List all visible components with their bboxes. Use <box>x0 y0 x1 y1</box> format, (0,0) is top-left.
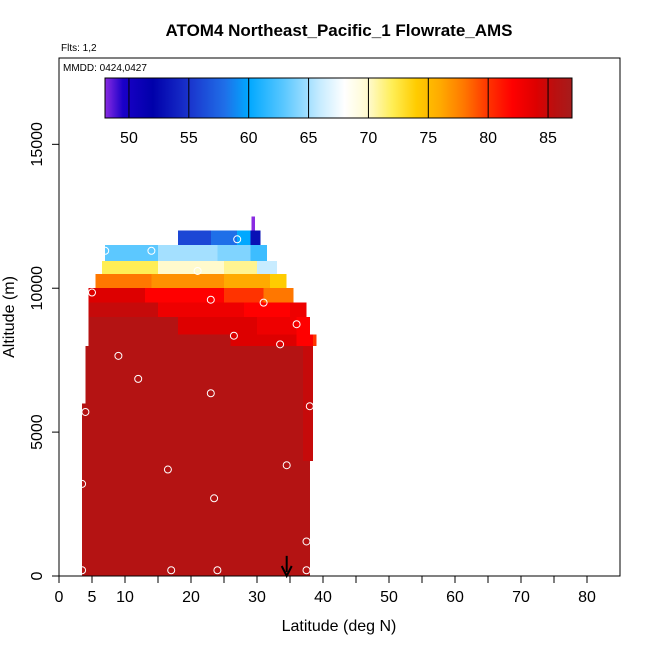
heatmap-cell <box>144 288 224 303</box>
sample-point <box>193 266 202 275</box>
heatmap-cell <box>237 230 251 246</box>
heatmap-cell <box>101 260 158 274</box>
colorbar-tick-label: 75 <box>419 130 437 147</box>
x-axis: 0 5 10 20 30 40 50 60 70 80 <box>55 576 596 606</box>
heatmap-cell <box>296 317 310 335</box>
heatmap-cell <box>313 334 317 346</box>
sample-point <box>292 320 301 329</box>
heatmap-cell <box>88 302 158 317</box>
sample-point <box>302 537 311 546</box>
x-tick-label: 5 <box>88 589 97 606</box>
sample-points <box>78 235 314 575</box>
colorbar-tick-label: 50 <box>120 130 138 147</box>
sample-point <box>305 402 314 411</box>
heatmap-cell <box>82 403 310 576</box>
sample-point <box>88 288 96 297</box>
flights-note: Flts: 1,2 <box>61 43 97 54</box>
x-tick-label: 60 <box>446 589 464 606</box>
heatmap-cell <box>210 230 238 246</box>
y-tick-label: 0 <box>29 571 46 580</box>
colorbar-tick-label: 65 <box>300 130 318 147</box>
y-axis: 0 5000 10000 15000 <box>29 122 59 580</box>
colorbar-tick-label: 60 <box>240 130 258 147</box>
sample-point <box>276 340 285 349</box>
sample-point <box>167 566 176 575</box>
heatmap-cell <box>88 317 178 335</box>
dates-note: MMDD: 0424,0427 <box>63 63 147 74</box>
heatmap-cell <box>88 334 231 346</box>
heatmap-cell <box>250 230 261 246</box>
colorbar-tick-label: 55 <box>180 130 198 147</box>
x-tick-label: 30 <box>248 589 266 606</box>
sample-point <box>213 566 222 575</box>
heatmap-cell <box>85 345 314 404</box>
heatmap-cell <box>95 273 152 289</box>
sample-point <box>282 461 291 470</box>
x-tick-label: 10 <box>116 589 134 606</box>
colorbar-tick-label: 85 <box>539 130 557 147</box>
sample-point <box>206 295 215 304</box>
heatmap-cell <box>230 334 297 346</box>
sample-point <box>81 407 90 416</box>
colorbar-tick-label: 80 <box>479 130 497 147</box>
heatmap-cell <box>257 260 277 274</box>
x-axis-title: Latitude (deg N) <box>282 618 397 635</box>
colorbar <box>105 78 572 118</box>
sample-point <box>259 298 268 307</box>
y-tick-label: 15000 <box>29 122 46 167</box>
sample-point <box>101 246 110 255</box>
sample-point <box>206 389 215 398</box>
heatmap-cell <box>177 230 211 246</box>
heatmap-cell <box>105 245 158 261</box>
sample-point <box>302 566 311 575</box>
colorbar-ticks: 50 55 60 65 70 75 80 85 <box>120 78 557 147</box>
heatmap-cell <box>224 288 264 303</box>
colorbar-tick-label: 70 <box>360 130 378 147</box>
heatmap-cell <box>88 288 145 303</box>
heatmap-cell <box>251 216 256 231</box>
heatmap-cell <box>296 334 314 346</box>
x-tick-label: 70 <box>512 589 530 606</box>
x-tick-label: 20 <box>182 589 200 606</box>
sample-point <box>163 465 172 474</box>
heatmap-cell <box>158 260 224 274</box>
sample-point <box>210 494 219 503</box>
heatmap-cell <box>270 273 287 289</box>
heatmap-cell <box>243 302 290 317</box>
heatmap-cell <box>217 245 251 261</box>
x-tick-label: 0 <box>55 589 64 606</box>
colorbar-frame <box>104 77 573 119</box>
sample-point <box>147 246 156 255</box>
y-tick-label: 10000 <box>29 266 46 311</box>
heatmap-cell <box>224 273 271 289</box>
heatmap-cell <box>290 302 307 317</box>
sample-point <box>134 374 143 383</box>
x-tick-label: 50 <box>380 589 398 606</box>
heatmap-cell <box>158 245 218 261</box>
heatmap-cell <box>257 317 297 335</box>
x-tick-label: 80 <box>578 589 596 606</box>
plot-frame <box>58 57 621 577</box>
chart-title: ATOM4 Northeast_Pacific_1 Flowrate_AMS <box>165 21 512 40</box>
heatmap-cell <box>151 273 224 289</box>
sample-point <box>114 351 123 360</box>
x-tick-label: 40 <box>314 589 332 606</box>
y-axis-title: Altitude (m) <box>1 276 18 358</box>
heatmap-cell <box>224 260 257 274</box>
heatmap-cell <box>177 317 257 335</box>
sample-point <box>78 479 87 488</box>
sample-point <box>233 235 242 244</box>
heatmap-cell <box>263 288 294 303</box>
heatmap-field <box>82 216 317 576</box>
sample-point <box>78 566 87 575</box>
sample-point <box>229 331 238 340</box>
heatmap-cell <box>158 302 244 317</box>
y-tick-label: 5000 <box>29 414 46 450</box>
heatmap-cell <box>250 245 267 261</box>
